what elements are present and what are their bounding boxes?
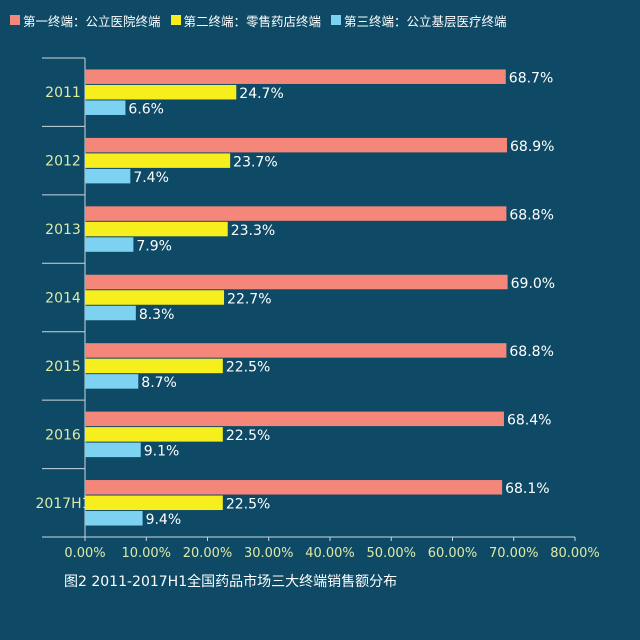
x-tick-label: 0.00% — [64, 546, 105, 561]
legend-item-public-hospital: 第一终端：公立医院终端 — [10, 11, 161, 30]
x-tick-label: 50.00% — [366, 546, 416, 561]
data-label: 24.7% — [239, 86, 283, 102]
data-label: 7.4% — [133, 170, 169, 186]
category-label: 2012 — [45, 154, 81, 170]
data-label: 22.5% — [226, 360, 270, 376]
category-label: 2013 — [45, 222, 81, 238]
x-tick-label: 20.00% — [183, 546, 233, 561]
legend-swatch-public-hospital — [10, 15, 20, 25]
legend-label-primary-care: 第三终端：公立基层医疗终端 — [344, 13, 507, 29]
category-label: 2017H1 — [35, 496, 90, 512]
data-label: 68.4% — [507, 413, 551, 429]
bar — [85, 206, 507, 221]
x-tick-label: 40.00% — [305, 546, 355, 561]
bar — [85, 237, 134, 252]
legend: 第一终端：公立医院终端 第二终端：零售药店终端 第三终端：公立基层医疗终端 — [10, 10, 507, 30]
bar — [85, 290, 225, 305]
bar — [85, 374, 139, 389]
category-label: 2011 — [45, 85, 81, 101]
data-label: 23.3% — [231, 223, 275, 239]
data-label: 22.7% — [227, 291, 271, 307]
bar — [85, 511, 143, 526]
data-label: 69.0% — [511, 276, 555, 292]
bar — [85, 343, 507, 358]
data-label: 8.3% — [139, 307, 175, 323]
data-label: 9.1% — [144, 444, 180, 460]
data-label: 68.8% — [509, 207, 553, 223]
bar — [85, 480, 503, 495]
data-label: 9.4% — [146, 512, 182, 528]
data-label: 6.6% — [128, 101, 164, 117]
data-label: 22.5% — [226, 497, 270, 513]
bar — [85, 305, 136, 321]
bar — [85, 427, 223, 442]
bar — [85, 221, 228, 237]
x-tick-label: 10.00% — [121, 546, 171, 561]
data-label: 68.9% — [510, 139, 554, 155]
data-label: 8.7% — [141, 375, 177, 391]
bar — [85, 153, 231, 168]
bar — [85, 168, 131, 184]
data-label: 68.8% — [509, 344, 553, 360]
x-tick-label: 70.00% — [489, 546, 539, 561]
legend-swatch-primary-care — [331, 15, 342, 25]
legend-label-public-hospital: 第一终端：公立医院终端 — [23, 13, 161, 29]
bar — [85, 495, 223, 511]
bar — [85, 100, 126, 115]
x-tick-label: 60.00% — [428, 546, 478, 561]
category-label: 2014 — [45, 291, 81, 307]
bar — [85, 358, 223, 374]
bar — [85, 137, 508, 153]
legend-label-retail-pharmacy: 第二终端：零售药店终端 — [183, 13, 322, 29]
category-label: 2015 — [45, 359, 81, 375]
data-label: 68.1% — [505, 481, 549, 497]
legend-item-primary-care: 第三终端：公立基层医疗终端 — [331, 11, 507, 30]
bar — [85, 274, 508, 290]
legend-swatch-retail-pharmacy — [170, 15, 181, 25]
figure-caption: 图2 2011-2017H1全国药品市场三大终端销售额分布 — [64, 574, 398, 590]
bar — [85, 84, 237, 100]
bar — [85, 411, 504, 427]
bar — [85, 442, 141, 458]
data-label: 68.7% — [509, 70, 553, 86]
x-tick-label: 30.00% — [244, 546, 294, 561]
category-label: 2016 — [45, 427, 81, 443]
data-label: 22.5% — [226, 428, 270, 444]
data-label: 23.7% — [233, 154, 277, 170]
data-label: 7.9% — [136, 238, 172, 254]
legend-item-retail-pharmacy: 第二终端：零售药店终端 — [170, 11, 322, 30]
x-tick-label: 80.00% — [550, 546, 600, 561]
bar — [85, 69, 506, 84]
